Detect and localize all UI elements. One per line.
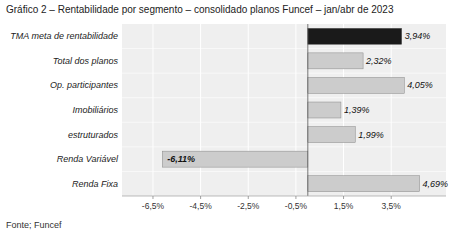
- category-label: Imobiliários: [72, 105, 118, 115]
- x-tick-label: 1,5%: [334, 201, 354, 211]
- data-label: 1,99%: [358, 130, 384, 140]
- bar: [308, 77, 404, 93]
- row-divider: [122, 48, 446, 49]
- grid-line: [248, 24, 249, 196]
- x-axis-line: [122, 196, 446, 197]
- category-label: estruturados: [68, 130, 119, 140]
- category-label: Renda Variável: [57, 154, 119, 164]
- chart-container: Gráfico 2 – Rentabilidade por segmento –…: [0, 0, 474, 234]
- x-tick: [248, 196, 249, 199]
- data-label: 4,69%: [423, 179, 449, 189]
- category-label: Renda Fixa: [72, 179, 118, 189]
- plot-background: [122, 24, 446, 196]
- x-tick-label: -4,5%: [190, 201, 213, 211]
- x-tick: [200, 196, 201, 199]
- row-divider: [122, 146, 446, 147]
- bar: [308, 176, 420, 192]
- row-divider: [122, 73, 446, 74]
- x-tick-label: 3,5%: [382, 201, 402, 211]
- x-tick-label: -0,5%: [285, 201, 308, 211]
- x-tick: [295, 196, 296, 199]
- bar: [308, 102, 341, 118]
- bar: [308, 28, 402, 44]
- category-label: TMA meta de rentabilidade: [10, 31, 118, 41]
- row-divider: [122, 122, 446, 123]
- row-divider: [122, 171, 446, 172]
- data-label: 2,32%: [365, 56, 392, 66]
- grid-line: [391, 24, 392, 196]
- grid-line: [152, 24, 153, 196]
- bars: [162, 28, 419, 191]
- grid-line: [200, 24, 201, 196]
- data-label: 4,05%: [407, 80, 433, 90]
- data-label: -6,11%: [167, 154, 195, 164]
- page-background: [0, 0, 474, 234]
- data-label: 1,39%: [344, 105, 370, 115]
- grid-line: [295, 24, 296, 196]
- bar: [308, 53, 363, 69]
- source-note: Fonte; Funcef: [6, 220, 62, 230]
- x-tick: [152, 196, 153, 199]
- category-label: Total dos planos: [53, 56, 119, 66]
- row-divider: [122, 97, 446, 98]
- category-label: Op. participantes: [50, 80, 119, 90]
- data-label: 3,94%: [405, 31, 431, 41]
- x-tick-label: -6,5%: [142, 201, 165, 211]
- x-tick: [343, 196, 344, 199]
- x-tick-label: -2,5%: [237, 201, 260, 211]
- bar: [162, 151, 308, 167]
- chart-svg: Gráfico 2 – Rentabilidade por segmento –…: [0, 0, 474, 234]
- x-tick: [391, 196, 392, 199]
- chart-title: Gráfico 2 – Rentabilidade por segmento –…: [6, 4, 394, 15]
- bar: [308, 127, 355, 143]
- zero-line: [307, 24, 308, 196]
